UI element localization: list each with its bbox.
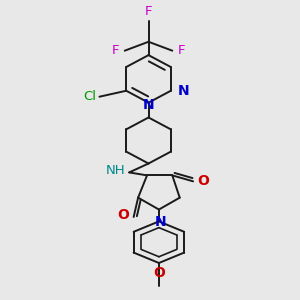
Text: O: O xyxy=(117,208,129,223)
Text: Cl: Cl xyxy=(83,90,97,103)
Text: F: F xyxy=(111,44,119,57)
Text: F: F xyxy=(145,5,152,18)
Text: F: F xyxy=(178,44,186,57)
Text: O: O xyxy=(153,266,165,280)
Text: N: N xyxy=(178,84,190,98)
Text: N: N xyxy=(143,98,154,112)
Text: N: N xyxy=(154,215,166,230)
Text: NH: NH xyxy=(106,164,126,177)
Text: O: O xyxy=(198,174,209,188)
